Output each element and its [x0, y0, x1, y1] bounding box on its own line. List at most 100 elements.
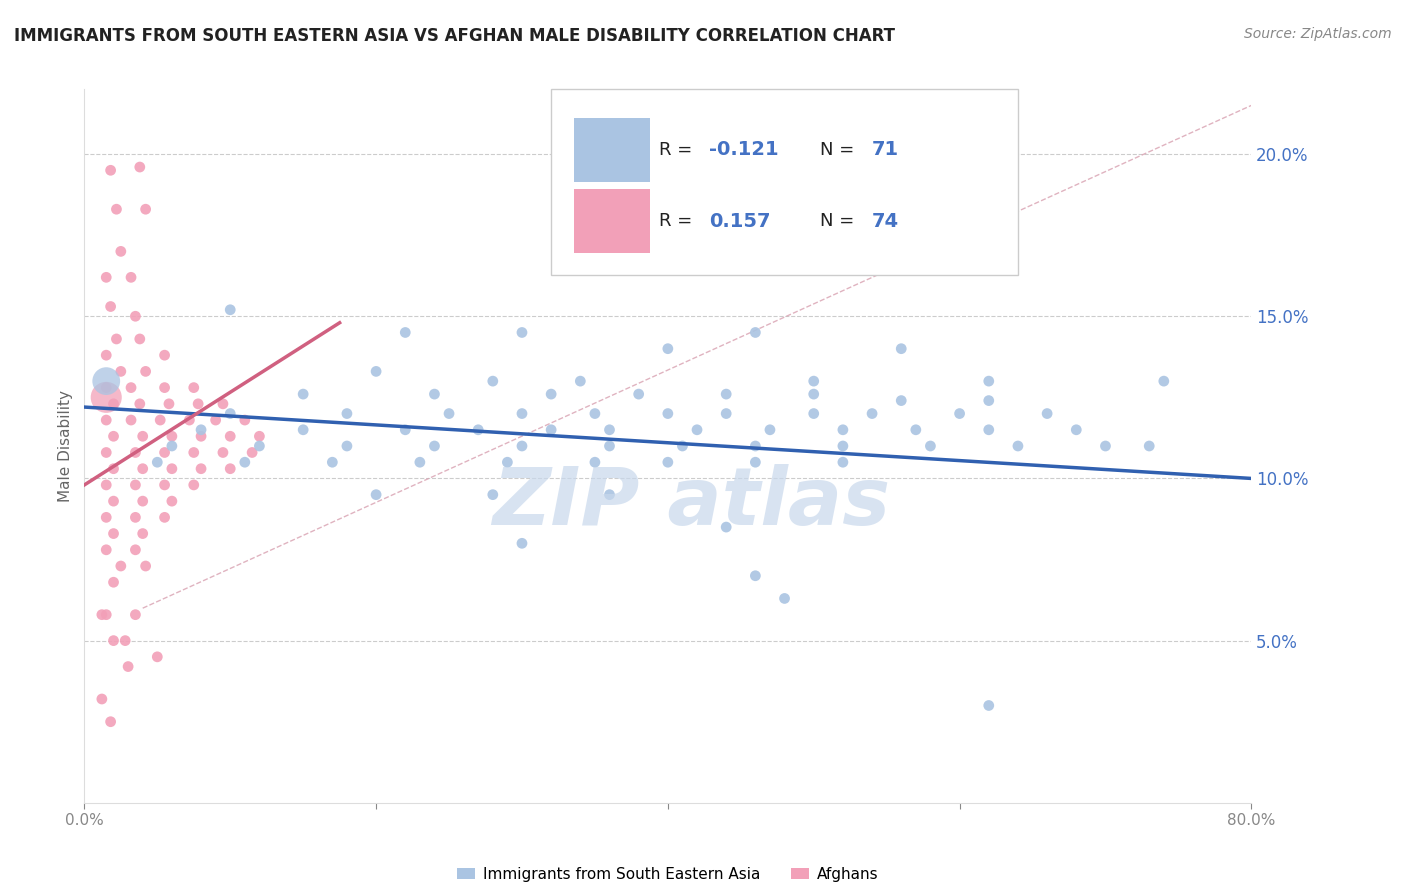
Text: 0.157: 0.157 [709, 211, 770, 231]
Point [96, 270, 118, 285]
Point [153, 381, 176, 395]
Point [204, 413, 226, 427]
Point [686, 423, 709, 437]
Text: R =: R = [658, 141, 697, 159]
Point [759, 423, 782, 437]
Point [120, 413, 142, 427]
Text: 71: 71 [872, 140, 900, 160]
Point [1007, 439, 1029, 453]
Point [394, 326, 416, 340]
Legend: Immigrants from South Eastern Asia, Afghans: Immigrants from South Eastern Asia, Afgh… [451, 861, 884, 888]
Point [153, 510, 176, 524]
Point [96, 607, 118, 622]
Point [96, 374, 118, 388]
Point [124, 445, 146, 459]
Point [190, 423, 212, 437]
Point [90, 607, 112, 622]
Point [599, 423, 621, 437]
Point [803, 387, 825, 401]
Point [832, 439, 855, 453]
Point [179, 413, 201, 427]
Point [157, 397, 180, 411]
Point [132, 461, 155, 475]
Point [124, 510, 146, 524]
Point [212, 445, 235, 459]
Point [832, 423, 855, 437]
Point [128, 397, 150, 411]
Point [124, 478, 146, 492]
Point [366, 364, 388, 378]
Point [183, 381, 205, 395]
Point [977, 423, 1000, 437]
Point [657, 407, 679, 421]
Point [599, 439, 621, 453]
Point [190, 461, 212, 475]
Point [96, 413, 118, 427]
Point [103, 397, 125, 411]
Point [219, 461, 242, 475]
Point [247, 439, 270, 453]
Point [100, 714, 122, 729]
Y-axis label: Male Disability: Male Disability [58, 390, 73, 502]
Point [146, 455, 169, 469]
Point [977, 393, 1000, 408]
Point [146, 649, 169, 664]
Point [219, 407, 242, 421]
Point [103, 633, 125, 648]
Text: -0.121: -0.121 [709, 140, 779, 160]
Point [569, 374, 592, 388]
Point [832, 455, 855, 469]
Point [292, 387, 315, 401]
Point [510, 407, 533, 421]
Point [744, 439, 766, 453]
Point [160, 429, 183, 443]
Point [120, 381, 142, 395]
Point [773, 591, 796, 606]
Point [183, 478, 205, 492]
Point [233, 455, 256, 469]
FancyBboxPatch shape [575, 118, 651, 182]
Point [160, 461, 183, 475]
Point [423, 387, 446, 401]
Point [336, 407, 359, 421]
Point [583, 407, 606, 421]
Point [114, 633, 136, 648]
Point [671, 439, 693, 453]
Point [124, 542, 146, 557]
Point [321, 455, 343, 469]
Point [103, 494, 125, 508]
Point [96, 478, 118, 492]
Point [904, 423, 927, 437]
Point [481, 374, 505, 388]
Point [219, 429, 242, 443]
Point [240, 445, 263, 459]
Point [110, 364, 132, 378]
Point [714, 387, 737, 401]
Point [124, 310, 146, 324]
Point [96, 348, 118, 362]
Point [135, 559, 157, 574]
Text: 74: 74 [872, 211, 900, 231]
Point [803, 374, 825, 388]
Point [744, 455, 766, 469]
Point [1153, 374, 1175, 388]
Point [496, 455, 519, 469]
Point [132, 526, 155, 541]
Point [135, 364, 157, 378]
Point [96, 445, 118, 459]
Point [96, 542, 118, 557]
Point [540, 423, 562, 437]
Point [160, 439, 183, 453]
Point [233, 413, 256, 427]
Point [292, 423, 315, 437]
Point [336, 439, 359, 453]
Point [117, 659, 139, 673]
Point [583, 455, 606, 469]
Point [510, 439, 533, 453]
Text: N =: N = [820, 212, 859, 230]
Point [212, 397, 235, 411]
Point [744, 568, 766, 582]
Point [96, 390, 118, 404]
Point [714, 520, 737, 534]
Text: Source: ZipAtlas.com: Source: ZipAtlas.com [1244, 27, 1392, 41]
